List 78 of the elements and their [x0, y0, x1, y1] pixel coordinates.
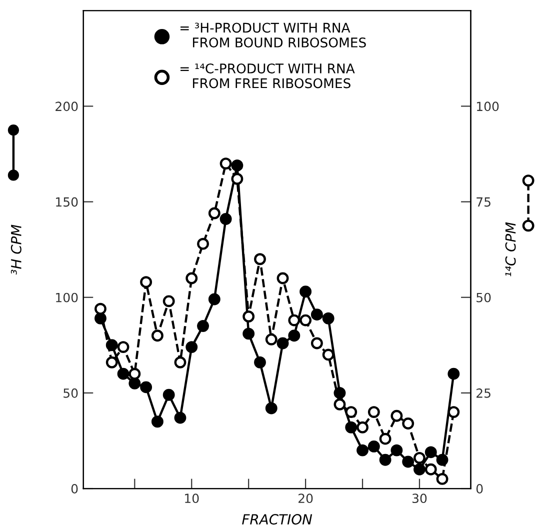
- point: [128, 377, 141, 390]
- point: [106, 356, 118, 368]
- point: [322, 312, 334, 324]
- point: [379, 454, 392, 466]
- y-tick-label: 150: [56, 197, 78, 207]
- point: [436, 472, 448, 485]
- point: [174, 356, 186, 368]
- point: [162, 388, 175, 401]
- y-tick-label: 100: [56, 292, 78, 302]
- point: [186, 341, 198, 354]
- point: [231, 159, 244, 172]
- point: [220, 158, 232, 170]
- point: [254, 253, 266, 266]
- y-tick-label: 0: [71, 484, 78, 494]
- point: [197, 238, 209, 250]
- x-tick-label: 30: [412, 494, 427, 504]
- y-tick-label: 50: [64, 388, 78, 398]
- point: [356, 421, 368, 434]
- point: [197, 320, 209, 332]
- y-tick-label: 200: [56, 102, 78, 112]
- point: [345, 406, 358, 418]
- point: [231, 172, 244, 185]
- y2-tick-label: 25: [476, 388, 490, 398]
- point: [368, 440, 380, 452]
- point: [151, 416, 164, 428]
- x-axis-title: FRACTION: [242, 514, 312, 525]
- point: [334, 398, 346, 410]
- point: [402, 456, 414, 468]
- point: [265, 333, 278, 346]
- point: [254, 356, 266, 368]
- point: [151, 330, 164, 342]
- point: [265, 402, 278, 414]
- point: [117, 341, 130, 354]
- y2-tick-label: 100: [476, 102, 499, 112]
- point: [288, 314, 300, 326]
- legend-label: = ¹⁴C-PRODUCT WITH RNA FROM FREE RIBOSOMES: [180, 63, 355, 88]
- point: [414, 452, 426, 464]
- point: [356, 444, 368, 456]
- point: [448, 368, 460, 380]
- x-tick-label: 20: [298, 494, 313, 504]
- point: [368, 406, 380, 418]
- point: [220, 213, 232, 225]
- point: [174, 412, 186, 424]
- point: [140, 381, 152, 394]
- point: [448, 406, 460, 418]
- y-axis-title: ³H CPM: [10, 224, 22, 275]
- point: [162, 295, 175, 308]
- point: [310, 308, 323, 321]
- point: [424, 446, 437, 458]
- point: [288, 330, 300, 342]
- point: [208, 207, 220, 220]
- point: [300, 314, 312, 326]
- point: [300, 286, 312, 298]
- point: [276, 272, 289, 284]
- y2-tick-label: 0: [476, 484, 483, 494]
- y2-tick-label: 50: [476, 292, 491, 302]
- point: [242, 310, 255, 322]
- point: [322, 348, 334, 361]
- point: [310, 337, 323, 350]
- point: [414, 463, 426, 476]
- point: [186, 272, 198, 284]
- point: [424, 463, 437, 476]
- point: [345, 421, 358, 434]
- point: [128, 368, 141, 380]
- point: [140, 276, 152, 288]
- point: [117, 368, 130, 380]
- y2-axis-title: ¹⁴C CPM: [505, 222, 516, 276]
- point: [390, 410, 403, 422]
- point: [402, 418, 414, 430]
- point: [208, 293, 220, 306]
- point: [94, 302, 106, 315]
- y2-tick-label: 75: [476, 197, 490, 207]
- point: [390, 444, 403, 456]
- point: [379, 432, 392, 445]
- point: [242, 328, 255, 340]
- x-tick-label: 10: [185, 494, 199, 504]
- legend-label: = ³H-PRODUCT WITH RNA FROM BOUND RIBOSOMES: [180, 22, 366, 48]
- point: [276, 337, 289, 350]
